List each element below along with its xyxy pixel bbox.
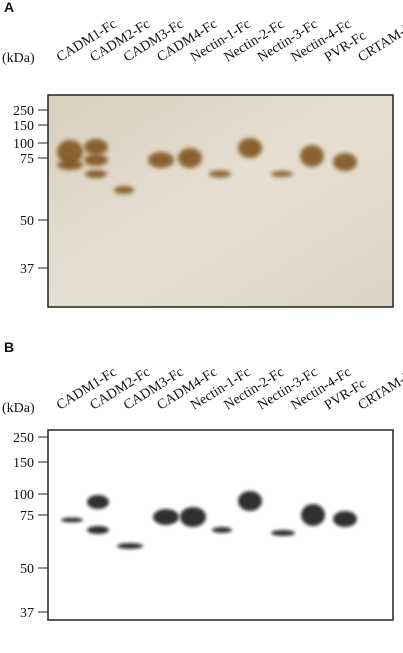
bands — [57, 138, 357, 549]
band — [178, 148, 202, 168]
panel-label: A — [4, 0, 14, 15]
band — [57, 160, 83, 170]
band — [300, 145, 324, 167]
band — [301, 504, 325, 526]
gel-b — [47, 429, 394, 621]
band — [271, 530, 295, 536]
band — [238, 138, 262, 158]
band — [333, 153, 357, 171]
band — [87, 526, 109, 534]
marker-label: 37 — [20, 606, 34, 621]
marker-label: 150 — [13, 456, 34, 471]
band — [117, 543, 143, 549]
band — [87, 495, 109, 509]
marker-label: 50 — [20, 214, 34, 229]
marker-label: 75 — [20, 509, 34, 524]
marker-label: 100 — [13, 137, 34, 152]
band — [57, 140, 83, 164]
band — [61, 517, 83, 523]
band — [238, 491, 262, 511]
gel-a — [47, 94, 394, 308]
marker-label: 75 — [20, 152, 34, 167]
band — [271, 171, 293, 177]
marker-label: 150 — [13, 119, 34, 134]
band — [84, 139, 108, 155]
band — [153, 509, 179, 525]
band — [148, 152, 174, 168]
band — [209, 170, 231, 178]
band — [212, 527, 232, 533]
band — [114, 186, 134, 194]
unit-label: (kDa) — [2, 51, 35, 66]
marker-label: 37 — [20, 262, 34, 277]
marker-label: 250 — [13, 104, 34, 119]
unit-label: (kDa) — [2, 401, 35, 416]
marker-label: 50 — [20, 562, 34, 577]
marker-label: 100 — [13, 488, 34, 503]
band — [85, 170, 107, 178]
panel-label: B — [4, 339, 14, 355]
band — [180, 507, 206, 527]
band — [333, 511, 357, 527]
marker-label: 250 — [13, 431, 34, 446]
band — [84, 154, 108, 166]
